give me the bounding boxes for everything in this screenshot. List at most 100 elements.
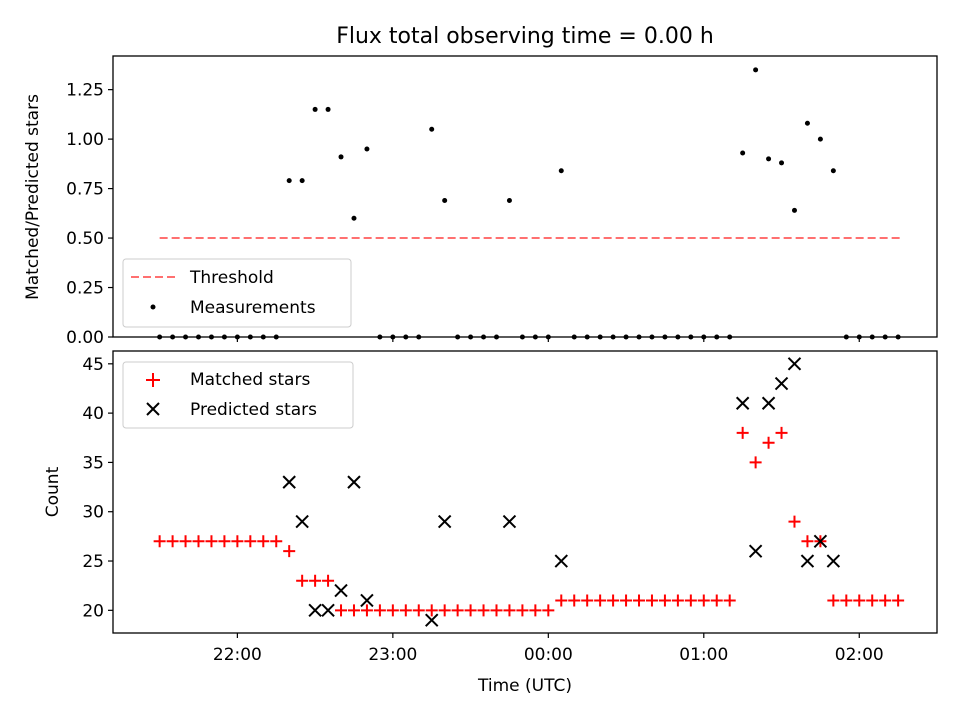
measurement-point	[351, 215, 357, 221]
matched-stars-point	[309, 574, 322, 587]
x-tick-label: 22:00	[213, 645, 262, 665]
matched-stars-point	[322, 574, 335, 587]
matched-stars-point	[464, 604, 477, 617]
matched-stars-point	[840, 594, 853, 607]
measurement-point	[364, 146, 370, 152]
matched-stars-point	[736, 426, 749, 439]
matched-stars-point	[179, 535, 192, 548]
matched-stars-point	[296, 574, 309, 587]
measurement-point	[325, 106, 331, 112]
matched-stars-point	[244, 535, 257, 548]
predicted-stars-point	[308, 603, 322, 618]
top-y-tick-label: 1.25	[66, 81, 104, 101]
top-axes-frame	[112, 55, 938, 338]
measurement-point	[429, 126, 435, 132]
legend-predicted-label: Predicted stars	[190, 400, 317, 420]
matched-stars-point	[607, 594, 620, 607]
bottom-y-axis-label: Count	[43, 466, 63, 517]
x-tick-label: 02:00	[835, 645, 884, 665]
predicted-stars-point	[554, 554, 568, 568]
matched-stars-point	[710, 594, 723, 607]
top-y-axis-ticks: 0.00 0.25 0.50 0.75 1.00 1.25	[66, 81, 113, 348]
bottom-x-axis-label: Time (UTC)	[477, 676, 572, 696]
bottom-y-axis-ticks: 20 25 30 35 40 45	[82, 355, 113, 621]
predicted-stars-point	[748, 544, 763, 558]
matched-stars-point	[684, 594, 697, 607]
matched-stars-point	[620, 594, 633, 607]
measurement-point	[804, 120, 810, 126]
matched-stars-point	[386, 604, 399, 617]
measurement-point	[766, 156, 772, 162]
bottom-axes-frame	[112, 350, 938, 634]
matched-stars-point	[529, 604, 542, 617]
matched-stars-point	[153, 535, 166, 548]
matched-stars-point	[827, 594, 840, 607]
measurement-point	[506, 197, 512, 203]
predicted-stars-point	[360, 593, 374, 608]
matched-stars-point	[192, 535, 205, 548]
matched-stars-point	[218, 535, 231, 548]
matched-stars-point	[438, 604, 451, 617]
bottom-y-tick-label: 45	[82, 355, 104, 375]
measurement-point	[779, 160, 785, 166]
matched-stars-point	[399, 604, 412, 617]
matched-stars-point	[335, 604, 348, 617]
bottom-legend: Matched stars Predicted stars	[122, 361, 354, 429]
predicted-stars-point	[813, 534, 828, 549]
bottom-y-tick-label: 20	[82, 601, 104, 621]
predicted-stars-point	[282, 475, 296, 489]
matched-stars-point	[658, 594, 671, 607]
matched-stars-point	[412, 604, 425, 617]
matched-stars-point	[697, 594, 710, 607]
top-chart-title: Flux total observing time = 0.00 h	[336, 24, 714, 49]
measurement-point	[299, 178, 305, 184]
legend-matched-label: Matched stars	[190, 370, 310, 390]
matched-stars-point	[892, 594, 905, 607]
legend-predicted-swatch	[146, 402, 160, 416]
top-legend-box	[122, 258, 352, 328]
bottom-y-tick-label: 35	[82, 453, 104, 473]
measurement-point	[286, 178, 292, 184]
measurement-point	[558, 168, 564, 174]
measurement-point	[338, 154, 344, 160]
matched-stars-point	[866, 594, 879, 607]
matched-stars-point	[723, 594, 736, 607]
x-tick-label: 01:00	[679, 645, 728, 665]
matched-stars-point	[555, 594, 568, 607]
bottom-x-axis-ticks: 22:00 23:00 00:00 01:00 02:00	[213, 633, 884, 665]
matched-stars-point	[477, 604, 490, 617]
matched-stars-point	[425, 604, 438, 617]
matched-stars-point	[503, 604, 516, 617]
matched-stars-point	[373, 604, 386, 617]
matched-stars-point	[853, 594, 866, 607]
matched-stars-point	[879, 594, 892, 607]
bottom-y-tick-label: 30	[82, 503, 104, 523]
matched-stars-point	[762, 436, 775, 449]
matched-stars-point	[671, 594, 684, 607]
predicted-stars-point	[502, 514, 517, 529]
matched-stars-point	[451, 604, 464, 617]
top-y-tick-label: 0.50	[66, 229, 104, 249]
predicted-stars-point	[774, 376, 789, 391]
predicted-stars-point	[295, 514, 309, 529]
bottom-y-tick-label: 25	[82, 552, 104, 572]
bottom-legend-box	[122, 361, 354, 429]
matched-stars-point	[775, 426, 788, 439]
measurement-point	[791, 207, 797, 213]
x-tick-label: 23:00	[368, 645, 417, 665]
legend-measurements-label: Measurements	[190, 298, 316, 318]
matched-stars-point	[542, 604, 555, 617]
measurement-point	[442, 197, 448, 203]
matched-stars-point	[231, 535, 244, 548]
legend-threshold-label: Threshold	[189, 268, 274, 288]
matched-stars-point	[633, 594, 646, 607]
measurement-point	[740, 150, 746, 156]
predicted-stars-point	[437, 514, 452, 529]
predicted-stars-point	[321, 603, 335, 618]
matched-stars-point	[257, 535, 270, 548]
predicted-stars-point	[735, 396, 750, 410]
measurement-point	[753, 67, 759, 73]
matched-stars-point	[594, 594, 607, 607]
